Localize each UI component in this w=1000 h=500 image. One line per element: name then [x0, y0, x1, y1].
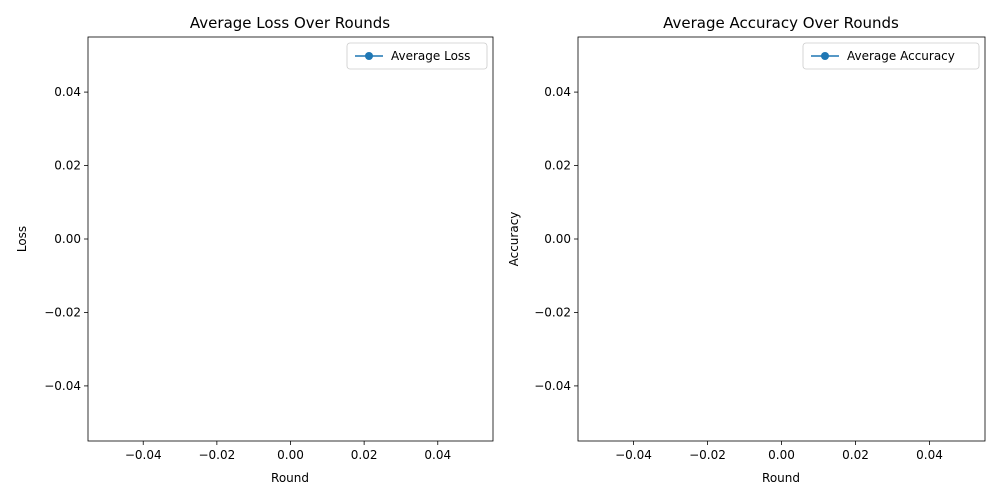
x-tick-label: 0.04 — [424, 448, 451, 462]
x-axis-label: Round — [762, 471, 800, 485]
legend-label: Average Accuracy — [847, 49, 955, 63]
x-tick-label: −0.04 — [615, 448, 652, 462]
y-tick-label: 0.00 — [544, 232, 571, 246]
legend-marker-swatch — [365, 52, 373, 60]
axes-frame — [577, 36, 986, 442]
legend-box — [802, 42, 980, 70]
y-axis-label: Accuracy — [507, 212, 521, 267]
x-tick-label: 0.04 — [916, 448, 943, 462]
x-tick-label: 0.02 — [842, 448, 869, 462]
y-tick-label: −0.02 — [44, 305, 81, 319]
y-tick-label: −0.02 — [534, 305, 571, 319]
axes-frame — [87, 36, 494, 442]
accuracy-panel: Average Accuracy Over Rounds Round Accur… — [507, 14, 986, 485]
legend: Average Accuracy — [802, 42, 980, 70]
legend: Average Loss — [346, 42, 488, 70]
x-tick-label: 0.02 — [351, 448, 378, 462]
y-tick-label: 0.04 — [544, 85, 571, 99]
y-tick-label: 0.02 — [544, 159, 571, 173]
legend-box — [346, 42, 488, 70]
y-tick-label: 0.02 — [54, 159, 81, 173]
legend-label: Average Loss — [391, 49, 470, 63]
y-axis-label: Loss — [15, 226, 29, 252]
x-tick-label: −0.02 — [198, 448, 235, 462]
y-tick-label: 0.04 — [54, 85, 81, 99]
chart-title: Average Accuracy Over Rounds — [663, 14, 899, 32]
plot-area: −0.04 −0.02 0.00 0.02 0.04 −0.04 −0.02 0.00 0.02… — [44, 36, 494, 462]
x-tick-label: −0.04 — [125, 448, 162, 462]
x-axis-label: Round — [271, 471, 309, 485]
y-tick-label: 0.00 — [54, 232, 81, 246]
legend-marker-swatch — [821, 52, 829, 60]
x-tick-label: 0.00 — [768, 448, 795, 462]
loss-panel: Average Loss Over Rounds Round Loss −0.0… — [15, 14, 494, 485]
y-tick-label: −0.04 — [44, 379, 81, 393]
x-tick-label: −0.02 — [689, 448, 726, 462]
chart-title: Average Loss Over Rounds — [190, 14, 390, 32]
plot-area: −0.04 −0.02 0.00 0.02 0.04 −0.04 −0.02 0.00 0.02… — [534, 36, 986, 462]
y-tick-label: −0.04 — [534, 379, 571, 393]
x-tick-label: 0.00 — [277, 448, 304, 462]
